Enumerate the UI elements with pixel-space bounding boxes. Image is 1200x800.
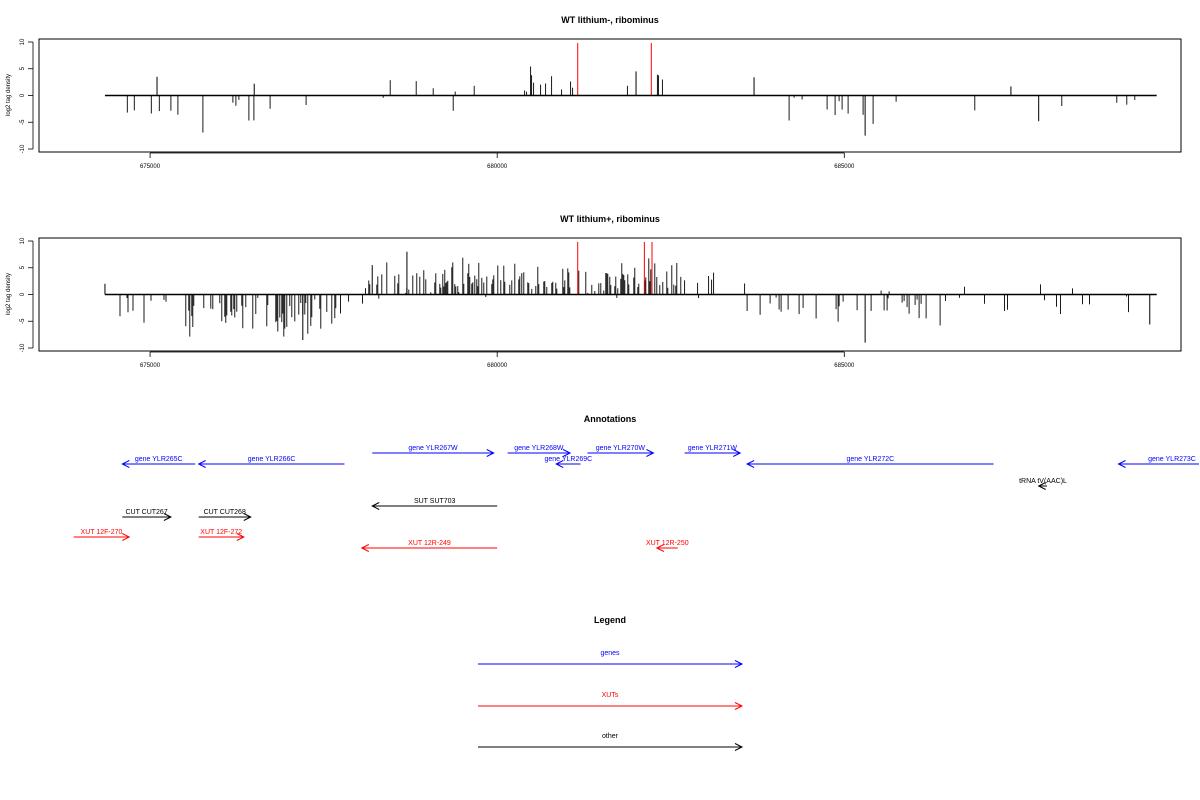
feature-label: gene YLR273C (1148, 456, 1196, 463)
feature-arrow-head (1117, 460, 1126, 468)
panel-title: WT lithium+, ribominus (560, 214, 660, 224)
feature-genes: gene YLR267W (372, 445, 495, 457)
feature-other: CUT CUT268 (198, 509, 252, 521)
feature-arrow-head (646, 449, 655, 457)
y-axis-label: log2 tag density (6, 74, 12, 116)
y-tick-label: -5 (20, 119, 26, 125)
feature-xuts: XUT 12R-249 (360, 540, 498, 552)
y-tick-label: 5 (20, 66, 26, 70)
feature-label: CUT CUT267 (125, 509, 167, 516)
x-tick-label: 680000 (487, 363, 508, 369)
feature-arrow-head (371, 502, 380, 510)
feature-label: XUT 12R-250 (646, 540, 689, 547)
feature-other: tRNA tV(AAC)L (1019, 478, 1067, 490)
feature-arrow-head (243, 513, 252, 521)
feature-arrow-head (121, 460, 130, 468)
feature-label: gene YLR270W (596, 445, 646, 452)
feature-label: gene YLR267W (408, 445, 458, 452)
track-panel-lithium-minus: WT lithium-, ribominus log2 tag density … (6, 15, 1182, 170)
legend-label: genes (600, 650, 620, 657)
feature-arrow-head (734, 660, 744, 668)
feature-arrow-head (236, 533, 245, 541)
plot-frame (38, 237, 1182, 352)
feature-arrow-head (734, 702, 744, 710)
x-tick-label: 685000 (834, 363, 855, 369)
annotations-title: Annotations (584, 414, 637, 424)
feature-arrow-head (197, 460, 206, 468)
feature-arrow-head (734, 743, 744, 751)
axes: 10 5 0 -5 -10 675000 680000 685000 (20, 237, 1157, 369)
x-tick-label: 675000 (140, 164, 161, 170)
legend-panel: Legend genes XUTs other (478, 615, 744, 751)
legend-item-other: other (478, 733, 744, 751)
y-axis-label: log2 tag density (6, 273, 12, 315)
axes: 10 5 0 -5 -10 675000 680000 685000 (20, 38, 1157, 170)
feature-arrow-head (163, 513, 173, 521)
legend-item-genes: genes (478, 650, 744, 668)
track-panel-lithium-plus: WT lithium+, ribominus log2 tag density … (6, 214, 1182, 369)
y-tick-label: -10 (20, 144, 26, 153)
y-tick-label: 0 (20, 292, 26, 296)
y-tick-label: 0 (20, 93, 26, 97)
y-tick-label: -10 (20, 343, 26, 352)
feature-genes: gene YLR268W (507, 445, 572, 457)
x-tick-label: 675000 (140, 363, 161, 369)
feature-genes: gene YLR266C (197, 456, 345, 468)
feature-arrow-head (732, 449, 742, 457)
panel-title: WT lithium-, ribominus (561, 15, 659, 25)
feature-arrow-head (122, 533, 131, 541)
feature-label: XUT 12R-249 (408, 540, 451, 547)
legend-title: Legend (594, 615, 626, 625)
legend-item-xuts: XUTs (478, 692, 744, 710)
feature-arrow-head (655, 544, 665, 552)
density-bars (126, 43, 1136, 136)
feature-genes: gene YLR269C (544, 456, 592, 468)
legend-label: XUTs (602, 692, 619, 699)
feature-arrow-head (360, 544, 370, 552)
feature-label: gene YLR265C (135, 456, 183, 463)
y-tick-label: 10 (20, 237, 26, 244)
feature-arrow-head (745, 460, 755, 468)
plot-frame (38, 38, 1182, 153)
feature-arrow-head (562, 449, 572, 457)
feature-label: XUT 12F-272 (200, 529, 242, 536)
feature-arrow-head (1037, 482, 1046, 490)
feature-genes: gene YLR273C (1117, 456, 1199, 468)
feature-label: SUT SUT703 (414, 498, 456, 505)
feature-arrow-head (555, 460, 564, 468)
density-bars (104, 242, 1151, 343)
annotations-panel: Annotations gene YLR265C gene YLR266C gene… (73, 414, 1199, 552)
feature-genes: gene YLR271W (684, 445, 742, 457)
feature-genes: gene YLR270W (587, 445, 655, 457)
feature-xuts: XUT 12R-250 (646, 540, 689, 552)
y-tick-label: -5 (20, 318, 26, 324)
y-tick-label: 5 (20, 265, 26, 269)
legend-label: other (602, 733, 619, 740)
feature-arrow-head (486, 449, 495, 457)
x-tick-label: 680000 (487, 164, 508, 170)
feature-label: tRNA tV(AAC)L (1019, 478, 1067, 485)
feature-label: gene YLR272C (846, 456, 894, 463)
feature-xuts: XUT 12F-272 (198, 529, 245, 541)
feature-label: CUT CUT268 (204, 509, 246, 516)
feature-genes: gene YLR265C (121, 456, 196, 468)
feature-label: gene YLR266C (248, 456, 296, 463)
feature-label: gene YLR271W (688, 445, 738, 452)
feature-other: CUT CUT267 (122, 509, 173, 521)
feature-label: gene YLR269C (544, 456, 592, 463)
feature-other: SUT SUT703 (371, 498, 498, 510)
feature-label: XUT 12F-270 (81, 529, 123, 536)
feature-label: gene YLR268W (514, 445, 564, 452)
y-tick-label: 10 (20, 38, 26, 45)
x-tick-label: 685000 (834, 164, 855, 170)
feature-xuts: XUT 12F-270 (73, 529, 131, 541)
feature-genes: gene YLR272C (745, 456, 994, 468)
